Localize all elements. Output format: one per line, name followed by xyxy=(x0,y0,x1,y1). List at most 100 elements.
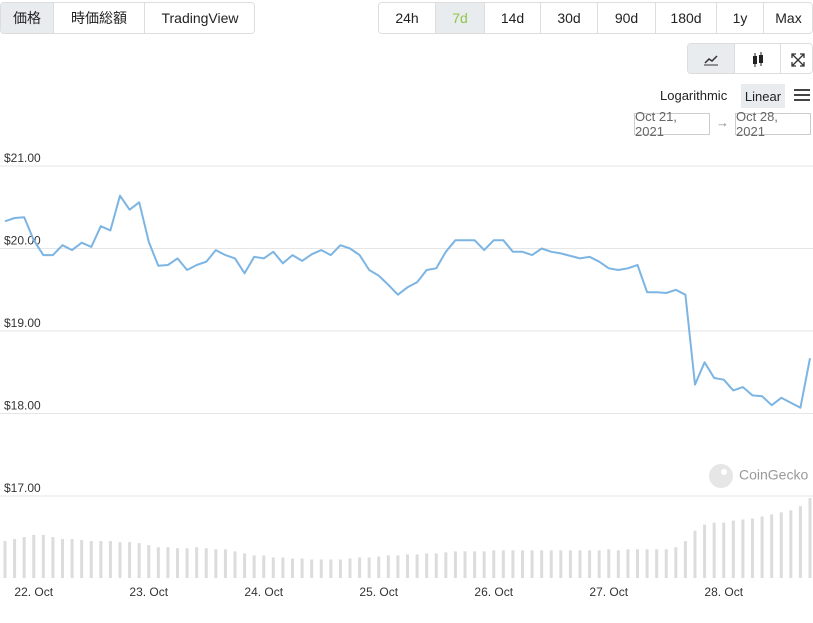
volume-bar xyxy=(291,558,294,578)
range-button[interactable]: 180d xyxy=(655,3,717,33)
expand-icon xyxy=(790,52,805,67)
volume-bar xyxy=(501,550,505,578)
range-button[interactable]: 24h xyxy=(379,3,436,33)
volume-bar xyxy=(51,536,55,578)
volume-bar xyxy=(760,516,764,578)
volume-bar xyxy=(674,547,678,578)
chart-type-group xyxy=(687,43,813,74)
volume-bar xyxy=(89,541,93,578)
range-group: 24h 7d 14d 30d 90d 180d 1y Max xyxy=(378,2,813,34)
volume-bar xyxy=(377,556,381,578)
range-button[interactable]: 1y xyxy=(716,3,764,33)
volume-bar xyxy=(281,557,285,578)
volume-bar xyxy=(789,510,793,578)
watermark: CoinGecko xyxy=(709,464,808,488)
x-tick-label: 24. Oct xyxy=(244,585,283,599)
volume-bar xyxy=(492,550,496,578)
volume-bar xyxy=(578,550,582,578)
volume-bar xyxy=(80,540,84,578)
volume-bar xyxy=(386,555,390,578)
line-chart-button[interactable] xyxy=(688,44,735,73)
volume-bar xyxy=(271,557,275,578)
volume-bar xyxy=(444,552,448,578)
volume-bar xyxy=(693,530,697,578)
volume-bar xyxy=(549,550,553,578)
y-tick-label: $21.00 xyxy=(4,151,41,165)
volume-bar xyxy=(568,550,572,578)
y-tick-label: $17.00 xyxy=(4,481,41,495)
y-tick-label: $20.00 xyxy=(4,234,41,248)
volume-bar xyxy=(214,549,218,578)
tab-group: 価格 時価総額 TradingView xyxy=(0,2,255,34)
volume-bar xyxy=(22,536,26,578)
candlestick-button[interactable] xyxy=(735,44,781,73)
volume-bar xyxy=(482,551,486,578)
watermark-text: CoinGecko xyxy=(739,467,808,483)
volume-bar xyxy=(645,549,649,578)
volume-bar xyxy=(166,547,170,578)
fullscreen-button[interactable] xyxy=(781,44,812,73)
line-icon xyxy=(704,54,718,65)
volume-bar xyxy=(13,539,17,578)
x-tick-label: 23. Oct xyxy=(129,585,168,599)
x-tick-label: 28. Oct xyxy=(704,585,743,599)
volume-bar xyxy=(731,520,735,578)
volume-bar xyxy=(434,553,438,578)
volume-bar xyxy=(310,559,314,578)
volume-bar xyxy=(511,550,515,578)
volume-bar xyxy=(751,518,754,578)
range-button[interactable]: 90d xyxy=(597,3,656,33)
tab[interactable]: 価格 xyxy=(1,3,54,33)
volume-bar xyxy=(473,551,477,578)
volume-bar xyxy=(425,553,429,578)
volume-bar xyxy=(252,555,256,578)
volume-bar xyxy=(108,541,112,578)
volume-bar xyxy=(223,549,227,578)
volume-bar xyxy=(396,555,400,578)
volume-bar xyxy=(185,548,189,578)
x-tick-label: 26. Oct xyxy=(474,585,513,599)
volume-bar xyxy=(137,543,141,578)
volume-bar xyxy=(808,498,812,578)
volume-bar xyxy=(703,524,707,578)
volume-bar xyxy=(636,549,639,578)
volume-bar xyxy=(415,554,419,578)
tab[interactable]: 時価総額 xyxy=(53,3,145,33)
volume-bar xyxy=(616,550,620,578)
menu-icon[interactable] xyxy=(793,87,811,103)
range-button[interactable]: Max xyxy=(763,3,812,33)
volume-bar xyxy=(453,551,457,578)
volume-bar xyxy=(262,555,266,578)
price-line xyxy=(4,194,811,409)
volume-bar xyxy=(683,541,687,578)
candle-icon xyxy=(752,51,763,67)
volume-bar xyxy=(597,550,601,578)
y-tick-label: $18.00 xyxy=(4,399,41,413)
volume-bar xyxy=(540,550,544,578)
volume-bar xyxy=(329,559,333,578)
volume-bar xyxy=(626,549,630,578)
volume-bar xyxy=(70,539,74,578)
volume-bar xyxy=(3,541,7,578)
volume-bar xyxy=(664,549,668,578)
scale-option[interactable]: Logarithmic xyxy=(660,88,728,103)
volume-bar xyxy=(243,553,247,578)
volume-bar xyxy=(176,548,179,578)
arrow: → xyxy=(716,115,729,130)
volume-bar xyxy=(118,542,122,578)
range-button[interactable]: 30d xyxy=(540,3,598,33)
volume-bar xyxy=(204,548,208,578)
volume-bar xyxy=(559,550,563,578)
volume-bar xyxy=(798,506,802,578)
volume-bar xyxy=(319,559,323,578)
scale-option[interactable]: Linear xyxy=(741,84,785,108)
volume-bar xyxy=(147,545,151,578)
x-tick-label: 22. Oct xyxy=(14,585,53,599)
range-button[interactable]: 14d xyxy=(484,3,541,33)
x-tick-label: 27. Oct xyxy=(589,585,628,599)
volume-bar xyxy=(406,554,409,578)
tab[interactable]: TradingView xyxy=(144,3,254,33)
volume-bar xyxy=(338,559,342,578)
